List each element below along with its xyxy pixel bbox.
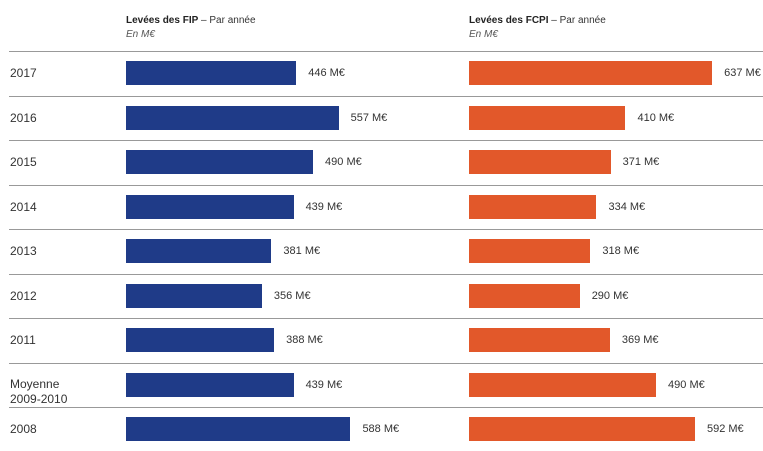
row-divider — [9, 51, 763, 52]
fcpi-value-label: 410 M€ — [637, 111, 675, 124]
fip-value-label: 557 M€ — [350, 111, 388, 124]
fip-value-label: 356 M€ — [273, 289, 311, 302]
fip-value-label: 439 M€ — [305, 200, 343, 213]
fcpi-value-label: 369 M€ — [621, 334, 659, 346]
fcpi-value-label: 290 M€ — [591, 289, 629, 302]
table-row: 2013 381 M€ 318 M€ — [0, 229, 763, 273]
row-divider — [9, 407, 763, 408]
fip-bar — [126, 239, 272, 263]
category-label: 2012 — [10, 288, 37, 303]
fip-value-label: 439 M€ — [305, 378, 343, 391]
category-label: 2014 — [10, 199, 37, 214]
table-row: 2015 490 M€ 371 M€ — [0, 140, 763, 184]
fip-header: Levées des FIP – Par année En M€ — [126, 14, 256, 42]
fip-bar — [126, 372, 294, 397]
fip-value-label: 490 M€ — [325, 156, 362, 168]
row-divider — [9, 318, 763, 319]
fip-bar — [126, 328, 275, 352]
fip-title: Levées des FIP — [126, 15, 199, 26]
fcpi-value-label: 490 M€ — [668, 378, 705, 391]
fcpi-value-label: 371 M€ — [622, 156, 660, 168]
fcpi-bar — [469, 194, 597, 219]
fcpi-bar — [469, 105, 626, 130]
category-label: 2013 — [10, 244, 37, 258]
fip-bar — [126, 61, 297, 85]
fip-value-label: 381 M€ — [283, 245, 321, 257]
table-row: Moyenne 2009-2010 439 M€ 490 M€ — [0, 362, 763, 407]
row-divider — [9, 140, 763, 141]
fcpi-title: Levées des FCPI — [469, 15, 549, 26]
category-label: 2011 — [10, 333, 36, 347]
table-row: 2017 446 M€ 637 M€ — [0, 51, 763, 95]
fcpi-value-label: 592 M€ — [706, 423, 744, 435]
fcpi-bar — [469, 328, 610, 352]
category-label-line1: Moyenne — [10, 376, 60, 391]
table-row: 2011 388 M€ 369 M€ — [0, 318, 763, 362]
fip-value-label: 388 M€ — [286, 334, 323, 346]
fcpi-bar — [469, 239, 591, 263]
category-label: Moyenne 2009-2010 — [10, 377, 67, 407]
fcpi-bar — [469, 417, 695, 441]
fip-bar — [126, 194, 294, 219]
fcpi-subtitle: – Par année — [548, 15, 606, 26]
fip-value-label: 446 M€ — [308, 67, 345, 79]
row-divider — [9, 184, 763, 186]
row-divider — [9, 229, 763, 230]
fip-bar — [126, 417, 351, 441]
fcpi-header: Levées des FCPI – Par année En M€ — [469, 14, 606, 42]
category-label: 2008 — [10, 422, 37, 436]
table-row: 2016 557 M€ 410 M€ — [0, 95, 763, 140]
row-divider — [9, 95, 763, 97]
fcpi-bar — [469, 61, 713, 85]
table-row: 2012 356 M€ 290 M€ — [0, 273, 763, 318]
category-label: 2017 — [10, 66, 37, 80]
fip-bar — [126, 150, 314, 174]
category-label-line2: 2009-2010 — [10, 391, 68, 406]
row-divider — [9, 362, 763, 364]
fcpi-bar — [469, 372, 657, 397]
fcpi-value-label: 318 M€ — [602, 245, 640, 257]
fip-bar — [126, 283, 262, 308]
fcpi-value-label: 637 M€ — [724, 67, 761, 79]
fcpi-bar — [469, 283, 580, 308]
fip-value-label: 588 M€ — [362, 423, 400, 435]
row-divider — [9, 273, 763, 275]
category-label: 2015 — [10, 155, 37, 169]
fip-unit: En M€ — [126, 29, 155, 40]
table-row: 2014 439 M€ 334 M€ — [0, 184, 763, 229]
fcpi-value-label: 334 M€ — [608, 200, 646, 213]
fip-subtitle: – Par année — [198, 15, 256, 26]
table-row: 2008 588 M€ 592 M€ — [0, 407, 763, 451]
fip-bar — [126, 105, 339, 130]
category-label: 2016 — [10, 110, 37, 125]
fcpi-bar — [469, 150, 611, 174]
fcpi-unit: En M€ — [469, 29, 498, 40]
